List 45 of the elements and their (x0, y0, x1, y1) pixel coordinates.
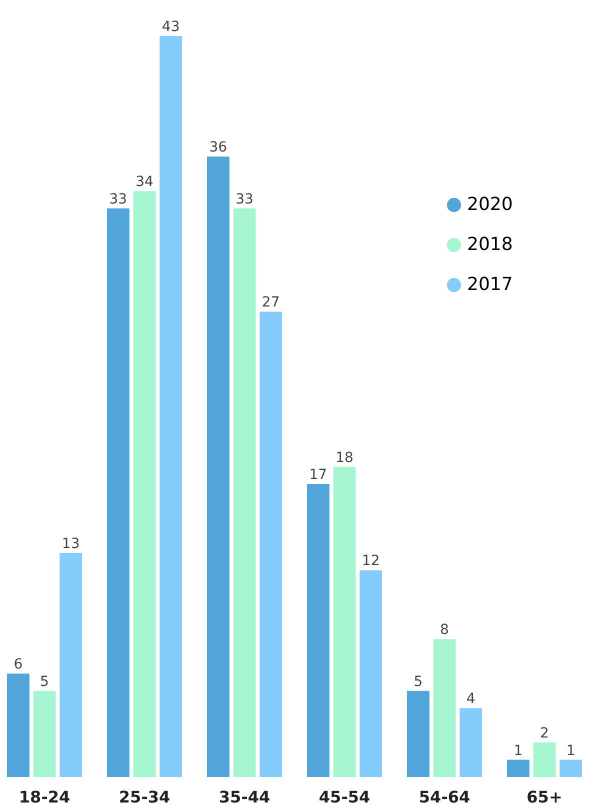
x-tick-label: 35-44 (218, 788, 270, 806)
bar (560, 760, 582, 777)
bar (433, 639, 456, 777)
x-tick-label: 25-34 (118, 788, 170, 806)
data-label: 17 (309, 467, 328, 484)
bar (360, 570, 382, 777)
bar (107, 208, 130, 777)
bar (60, 552, 82, 777)
x-tick-label: 45-54 (318, 788, 370, 806)
bar (333, 466, 356, 777)
data-label: 27 (262, 294, 280, 311)
data-label: 18 (336, 450, 354, 466)
legend-label: 2020 (467, 194, 513, 215)
data-label: 1 (514, 742, 523, 759)
bar (133, 191, 156, 777)
data-label: 5 (414, 674, 423, 690)
bar (233, 208, 256, 777)
bar (7, 674, 30, 777)
data-label: 8 (440, 622, 449, 638)
data-label: 36 (209, 140, 228, 156)
data-label: 34 (136, 174, 154, 190)
data-label: 12 (362, 553, 380, 570)
data-label: 6 (14, 656, 23, 673)
bar (460, 708, 482, 777)
bar (160, 36, 182, 777)
bar (533, 742, 556, 777)
bar (507, 760, 530, 777)
data-label: 5 (40, 674, 49, 690)
legend-label: 2017 (467, 274, 513, 295)
x-tick-label: 18-24 (18, 788, 70, 806)
x-tick-label: 54-64 (418, 788, 470, 806)
data-label: 4 (466, 691, 476, 708)
data-label: 13 (62, 536, 80, 552)
data-label: 33 (236, 191, 254, 208)
bar (307, 484, 330, 777)
data-label: 1 (566, 742, 576, 759)
bar (33, 690, 56, 777)
bar (407, 690, 430, 777)
data-label: 43 (162, 19, 180, 35)
x-tick-label: 65+ (526, 788, 562, 806)
data-label: 33 (109, 191, 128, 208)
bar (260, 312, 282, 777)
bar (207, 156, 230, 777)
data-label: 2 (540, 726, 549, 742)
legend-label: 2018 (467, 234, 513, 255)
